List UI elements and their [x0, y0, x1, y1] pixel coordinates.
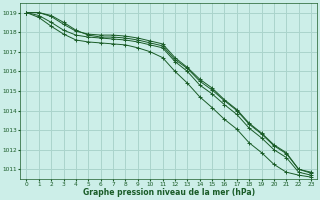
X-axis label: Graphe pression niveau de la mer (hPa): Graphe pression niveau de la mer (hPa)	[83, 188, 255, 197]
